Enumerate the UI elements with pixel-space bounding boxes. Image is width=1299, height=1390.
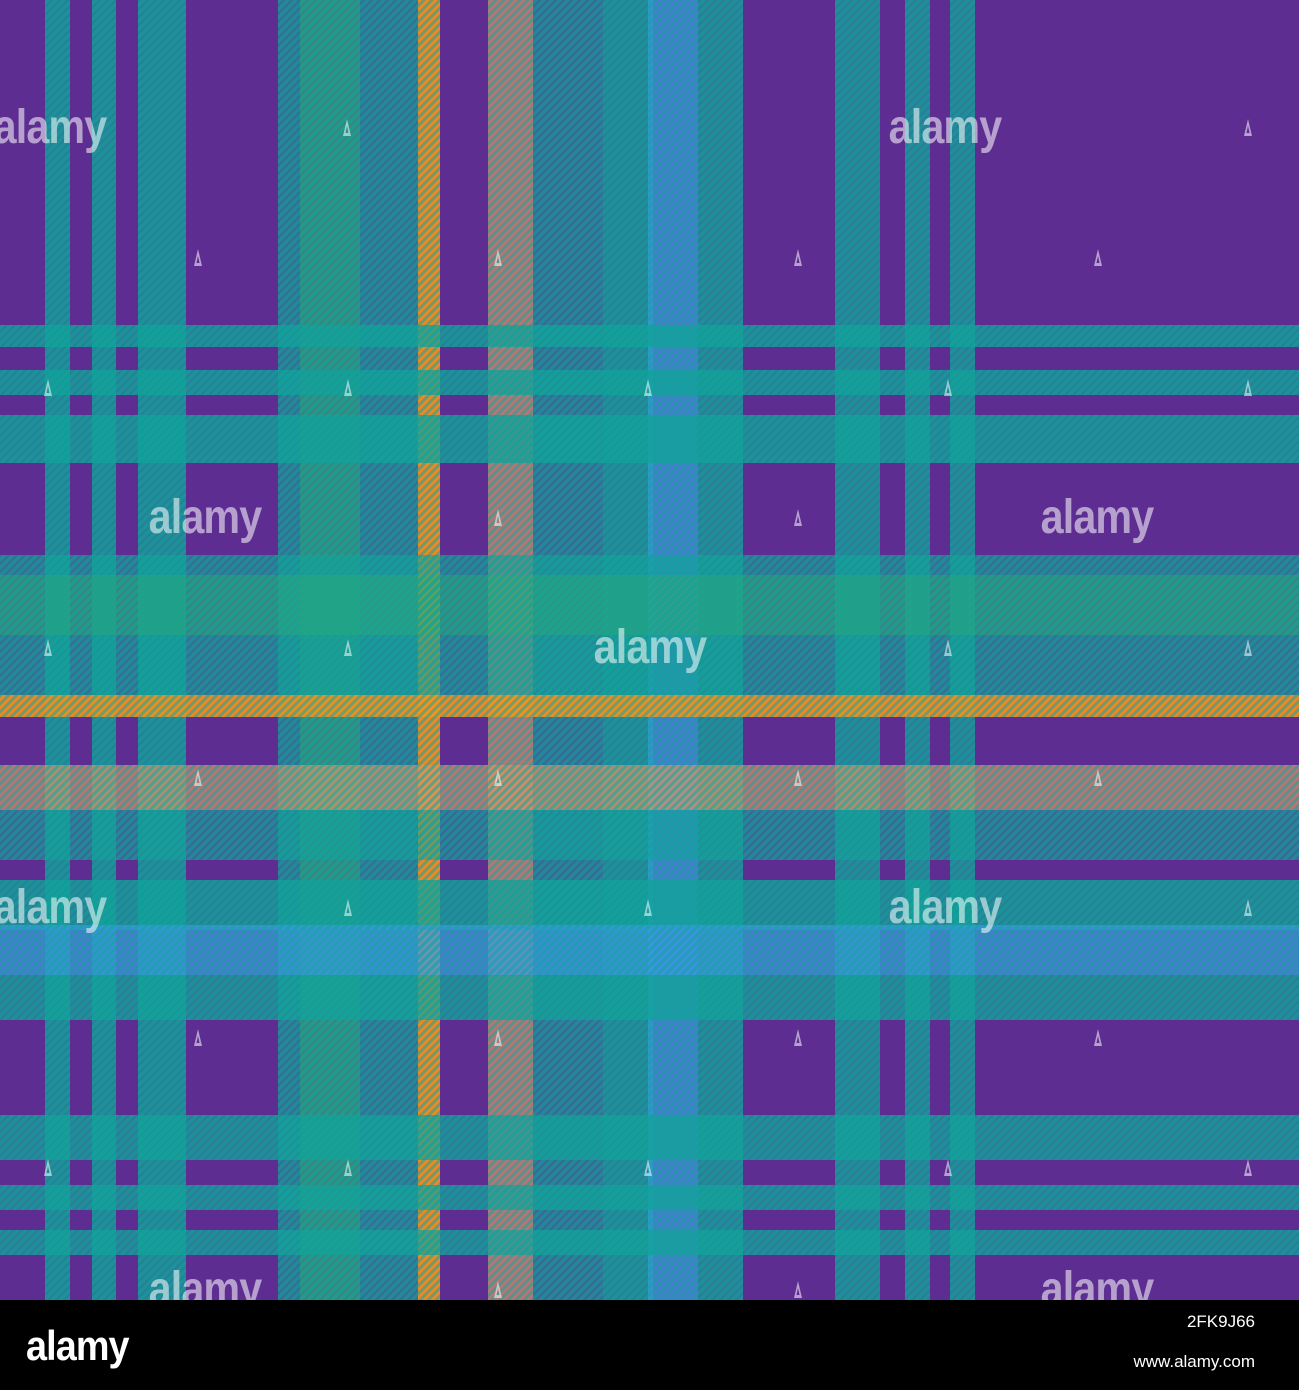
watermark-mark-icon bbox=[944, 639, 952, 656]
image-id: 2FK9J66 bbox=[1186, 1312, 1255, 1331]
watermark-mark-icon bbox=[794, 1281, 802, 1298]
watermark-mark-icon bbox=[944, 1159, 952, 1176]
watermark-text: alamy bbox=[593, 621, 708, 674]
watermark-mark-icon bbox=[343, 119, 351, 136]
watermark-mark-icon bbox=[794, 249, 802, 266]
watermark-text: alamy bbox=[1040, 491, 1155, 544]
watermark-text: alamy bbox=[888, 881, 1003, 934]
tartan-plaid-pattern bbox=[0, 0, 1299, 1300]
horizontal-stripe-twill bbox=[0, 575, 1299, 635]
watermark-mark-icon bbox=[494, 1029, 502, 1046]
watermark-text: alamy bbox=[0, 101, 107, 154]
watermark-mark-icon bbox=[644, 1159, 652, 1176]
watermark-mark-icon bbox=[44, 639, 52, 656]
watermark-mark-icon bbox=[194, 1029, 202, 1046]
watermark-mark-icon bbox=[344, 379, 352, 396]
watermark-mark-icon bbox=[794, 769, 802, 786]
watermark-mark-icon bbox=[1094, 249, 1102, 266]
watermark-mark-icon bbox=[644, 899, 652, 916]
horizontal-stripe-twill bbox=[0, 325, 1299, 347]
watermark-mark-icon bbox=[344, 1159, 352, 1176]
watermark-mark-icon bbox=[344, 639, 352, 656]
horizontal-stripe-twill bbox=[0, 695, 1299, 717]
watermark-mark-icon bbox=[194, 769, 202, 786]
watermark-mark-icon bbox=[494, 509, 502, 526]
watermark-mark-icon bbox=[344, 899, 352, 916]
horizontal-stripe-twill bbox=[0, 925, 1299, 975]
watermark-mark-icon bbox=[1094, 769, 1102, 786]
horizontal-stripe-twill bbox=[0, 1230, 1299, 1255]
horizontal-stripes bbox=[0, 325, 1299, 1255]
watermark-mark-icon bbox=[1244, 639, 1252, 656]
watermark-text: alamy bbox=[0, 881, 107, 934]
horizontal-stripe-twill bbox=[0, 415, 1299, 463]
watermark-text: alamy bbox=[888, 101, 1003, 154]
watermark-text: alamy bbox=[148, 491, 263, 544]
watermark-mark-icon bbox=[494, 1281, 502, 1298]
watermark-mark-icon bbox=[44, 379, 52, 396]
watermark-mark-icon bbox=[494, 249, 502, 266]
site-url: www.alamy.com bbox=[1133, 1352, 1255, 1371]
watermark-mark-icon bbox=[1244, 899, 1252, 916]
watermark-mark-icon bbox=[794, 1029, 802, 1046]
watermark-mark-icon bbox=[194, 249, 202, 266]
footer-logo: alamy bbox=[26, 1322, 130, 1369]
horizontal-stripe-twill bbox=[0, 880, 1299, 930]
stock-footer: alamy 2FK9J66 www.alamy.com bbox=[0, 1300, 1299, 1390]
horizontal-stripe-twill bbox=[0, 810, 1299, 860]
watermark-mark-icon bbox=[1244, 379, 1252, 396]
watermark-mark-icon bbox=[44, 1159, 52, 1176]
watermark-mark-icon bbox=[794, 509, 802, 526]
watermark-mark-icon bbox=[644, 379, 652, 396]
horizontal-stripe-twill bbox=[0, 765, 1299, 810]
watermark-mark-icon bbox=[494, 769, 502, 786]
horizontal-stripe-twill bbox=[0, 1185, 1299, 1210]
watermark-mark-icon bbox=[944, 379, 952, 396]
watermark-mark-icon bbox=[1244, 119, 1252, 136]
horizontal-stripe-twill bbox=[0, 975, 1299, 1020]
watermark-mark-icon bbox=[1094, 1029, 1102, 1046]
horizontal-stripe-twill bbox=[0, 1115, 1299, 1160]
watermark-mark-icon bbox=[1244, 1159, 1252, 1176]
